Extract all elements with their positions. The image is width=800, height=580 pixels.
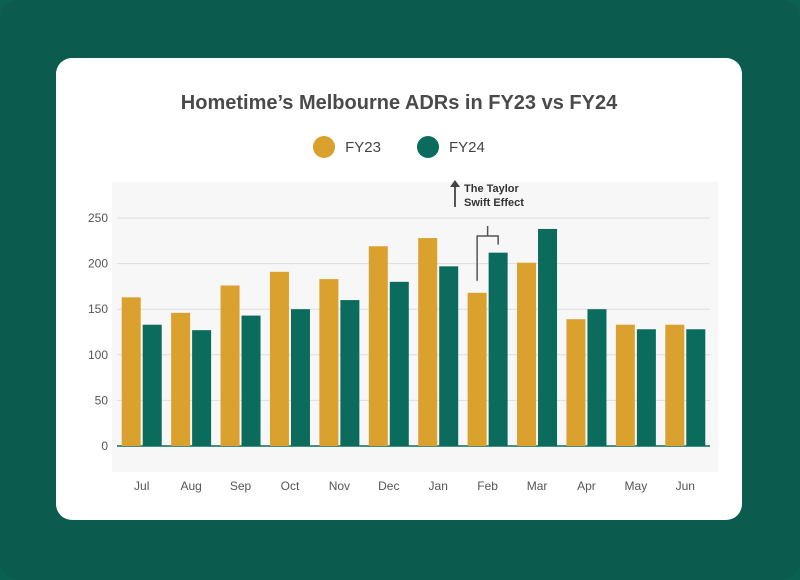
x-tick-label: Sep: [230, 479, 252, 493]
y-tick-label: 50: [95, 393, 109, 407]
x-tick-label: Apr: [577, 479, 596, 493]
x-tick-label: Dec: [378, 479, 399, 493]
bar-fy24-dec: [389, 281, 409, 446]
bar-fy24-mar: [538, 228, 558, 446]
bar-fy23-jan: [418, 238, 438, 446]
bar-fy23-mar: [517, 262, 537, 446]
x-tick-label: Nov: [329, 479, 350, 493]
bar-fy23-jul: [121, 297, 141, 446]
legend-label-fy23: FY23: [345, 138, 381, 156]
bar-fy24-nov: [340, 300, 360, 446]
x-tick-label: Aug: [180, 479, 201, 493]
y-tick-label: 100: [88, 348, 108, 362]
y-tick-label: 150: [88, 302, 108, 316]
bar-fy23-dec: [368, 246, 388, 446]
legend-label-fy24: FY24: [449, 138, 485, 156]
bar-fy23-feb: [467, 292, 487, 446]
y-tick-label: 200: [88, 257, 108, 271]
bar-fy23-nov: [319, 279, 339, 446]
bar-fy23-sep: [220, 285, 240, 446]
legend-swatch-fy23: [313, 136, 336, 158]
x-tick-label: Jul: [134, 479, 149, 493]
x-tick-label: Feb: [477, 479, 498, 493]
bar-fy23-may: [615, 324, 635, 446]
bar-fy24-sep: [241, 315, 261, 446]
legend-item-fy24: FY24: [417, 136, 485, 158]
annotation-text: The Taylor: [464, 183, 520, 195]
chart-title: Hometime’s Melbourne ADRs in FY23 vs FY2…: [180, 92, 618, 114]
bar-fy24-jan: [439, 266, 459, 446]
bar-fy24-may: [636, 329, 656, 446]
bar-fy24-apr: [587, 309, 607, 446]
bar-fy24-aug: [192, 330, 212, 446]
x-tick-label: May: [625, 479, 648, 493]
legend: FY23 FY24: [56, 136, 742, 158]
y-tick-label: 250: [88, 211, 108, 225]
bar-fy24-jun: [686, 329, 706, 446]
bar-fy23-apr: [566, 319, 586, 446]
legend-item-fy23: FY23: [313, 136, 381, 158]
bar-fy23-aug: [171, 312, 191, 446]
bar-fy23-jun: [665, 324, 685, 446]
annotation-text: Swift Effect: [464, 197, 524, 209]
bar-fy23-oct: [269, 271, 289, 446]
x-tick-label: Jun: [676, 479, 695, 493]
legend-swatch-fy24: [417, 136, 439, 158]
bar-fy24-oct: [290, 309, 310, 446]
x-tick-label: Mar: [527, 479, 548, 493]
x-tick-label: Oct: [281, 479, 300, 493]
bar-fy24-feb: [488, 252, 508, 446]
x-tick-label: Jan: [429, 479, 448, 493]
bar-fy24-jul: [142, 324, 162, 446]
annotation-arrow-head: [450, 180, 460, 187]
y-tick-label: 0: [101, 439, 108, 453]
